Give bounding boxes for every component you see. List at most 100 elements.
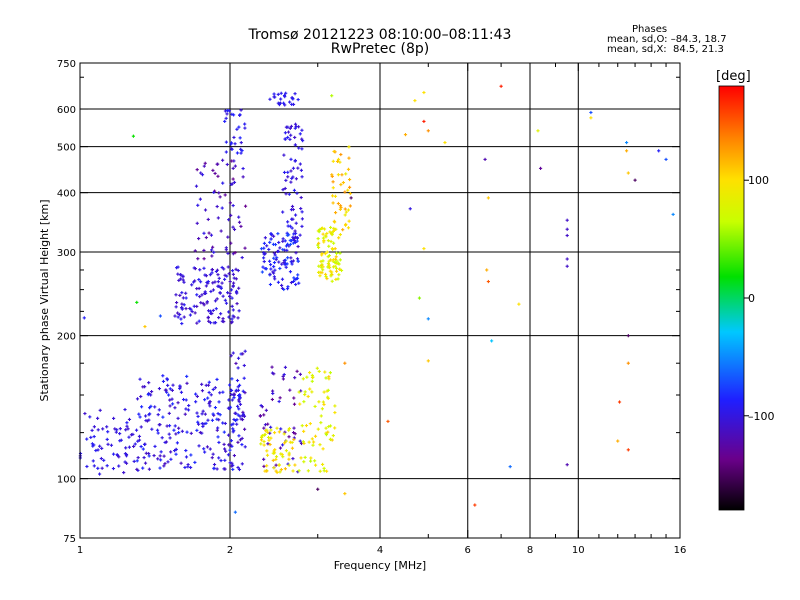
echo-point xyxy=(316,237,320,241)
echo-point xyxy=(206,315,210,319)
echo-point xyxy=(282,170,287,175)
echo-point xyxy=(304,423,309,428)
echo-point xyxy=(243,126,247,130)
echo-point xyxy=(303,455,307,460)
echo-point xyxy=(280,262,284,266)
echo-point xyxy=(272,265,276,269)
echo-point xyxy=(321,232,325,236)
echo-point xyxy=(230,112,234,116)
echo-point xyxy=(283,365,288,369)
echo-point xyxy=(294,124,298,129)
echo-point xyxy=(165,377,169,381)
echo-point xyxy=(287,451,291,455)
echo-point xyxy=(565,227,569,231)
echo-point xyxy=(263,469,267,473)
x-tick-label: 2 xyxy=(227,545,233,556)
echo-point xyxy=(348,204,352,208)
echo-point xyxy=(180,307,184,311)
echo-point xyxy=(195,221,199,225)
echo-point xyxy=(243,391,247,395)
echo-point xyxy=(202,231,206,235)
echo-point xyxy=(234,411,238,415)
echo-point xyxy=(307,370,312,375)
echo-point xyxy=(323,370,327,374)
echo-point xyxy=(240,255,244,260)
echo-point xyxy=(234,388,238,392)
echo-point xyxy=(341,180,346,185)
echo-point xyxy=(179,273,183,277)
echo-point xyxy=(232,417,236,422)
echo-point xyxy=(90,442,95,446)
echo-point xyxy=(284,265,288,269)
echo-point xyxy=(339,183,343,187)
echo-point xyxy=(286,220,290,224)
echo-point xyxy=(227,383,232,387)
colorbar xyxy=(718,85,745,511)
echo-point xyxy=(227,398,231,402)
echo-point xyxy=(125,421,129,425)
echo-point xyxy=(211,288,216,292)
echo-point xyxy=(207,319,211,323)
echo-point xyxy=(343,207,347,211)
echo-point xyxy=(282,93,287,98)
echo-point xyxy=(239,417,243,421)
echo-point xyxy=(286,256,290,260)
echo-point xyxy=(347,219,351,223)
echo-point xyxy=(321,400,325,404)
echo-point xyxy=(483,157,487,162)
echo-point xyxy=(137,438,142,442)
echo-point xyxy=(207,380,211,384)
echo-point xyxy=(209,311,213,315)
echo-point xyxy=(426,359,430,363)
echo-point xyxy=(220,265,224,270)
echo-point xyxy=(329,239,333,244)
echo-point xyxy=(291,102,296,107)
echo-point xyxy=(300,210,304,214)
echo-point xyxy=(270,365,274,369)
echo-point xyxy=(624,140,629,145)
echo-point xyxy=(159,458,163,462)
echo-point xyxy=(132,444,136,449)
echo-point xyxy=(326,265,330,269)
echo-point xyxy=(189,431,193,435)
echo-point xyxy=(292,276,296,280)
echo-point xyxy=(346,188,350,192)
echo-point xyxy=(98,444,102,448)
echo-point xyxy=(333,260,337,265)
echo-point xyxy=(293,122,298,126)
echo-point xyxy=(202,266,206,270)
echo-point xyxy=(300,217,305,221)
echo-point xyxy=(228,294,232,298)
echo-point xyxy=(276,101,280,105)
echo-point xyxy=(237,393,241,398)
echo-point xyxy=(205,445,210,449)
echo-point xyxy=(327,244,331,248)
echo-point xyxy=(338,207,342,212)
echo-point xyxy=(326,395,330,399)
echo-point xyxy=(236,413,240,417)
echo-point xyxy=(311,443,315,447)
echo-point xyxy=(234,289,239,293)
echo-point xyxy=(96,466,100,470)
echo-point xyxy=(536,129,540,133)
echo-point xyxy=(204,421,208,425)
echo-point xyxy=(183,465,187,470)
echo-point xyxy=(196,414,200,419)
echo-point xyxy=(211,387,215,392)
echo-point xyxy=(300,128,304,132)
echo-point xyxy=(508,465,512,469)
echo-point xyxy=(226,235,230,239)
echo-point xyxy=(268,263,273,267)
echo-point xyxy=(231,467,235,472)
echo-point xyxy=(343,213,347,217)
echo-point xyxy=(331,265,336,269)
echo-point xyxy=(194,184,199,188)
y-tick-label: 400 xyxy=(57,189,76,200)
echo-point xyxy=(152,453,156,458)
echo-point xyxy=(166,460,170,464)
echo-point xyxy=(203,450,207,454)
echo-point xyxy=(279,467,283,472)
echo-point xyxy=(117,464,121,468)
echo-point xyxy=(111,466,116,471)
echo-point xyxy=(158,466,162,470)
